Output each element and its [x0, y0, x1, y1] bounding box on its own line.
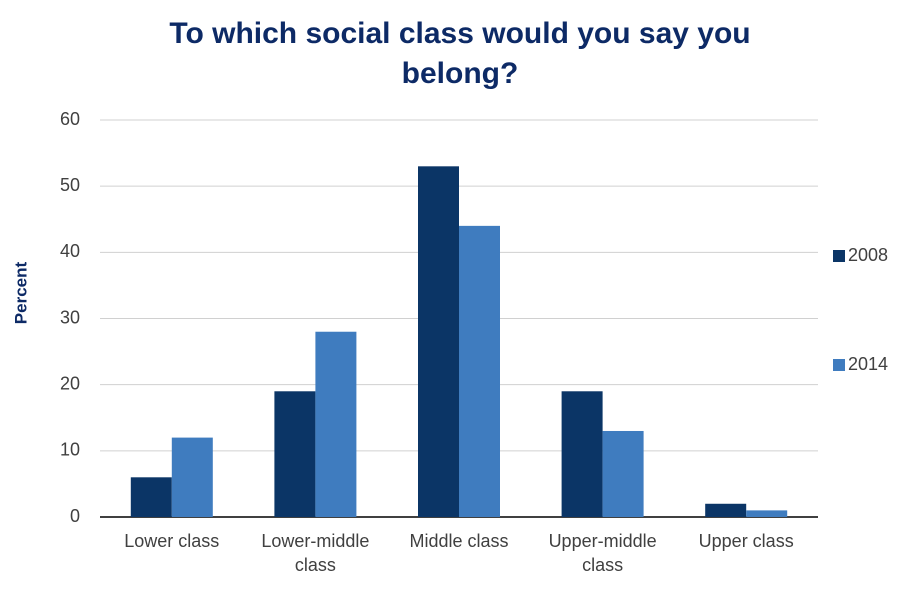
- y-tick-label: 0: [70, 506, 80, 526]
- y-axis-label: Percent: [11, 261, 30, 324]
- bar: [171, 437, 213, 517]
- chart-title: To which social class would you say you …: [169, 17, 751, 90]
- bar: [459, 225, 500, 517]
- y-tick-label: 60: [60, 109, 80, 129]
- y-tick-label: 20: [60, 373, 80, 393]
- legend-label: 2014: [848, 354, 888, 374]
- legend-label: 2008: [848, 245, 888, 265]
- x-tick-label: Upper class: [698, 531, 794, 551]
- bar: [602, 430, 644, 517]
- legend-swatch: [833, 359, 845, 371]
- x-tick-label: Lower class: [124, 531, 220, 551]
- y-tick-label: 30: [60, 307, 80, 327]
- bar: [705, 503, 747, 517]
- bar: [746, 510, 788, 517]
- y-tick-label: 40: [60, 241, 80, 261]
- bar: [418, 166, 459, 518]
- bar: [274, 391, 316, 517]
- bar: [561, 391, 603, 517]
- x-tick-label: Upper-middle class: [548, 531, 657, 575]
- y-tick-label: 50: [60, 175, 80, 195]
- bar: [315, 331, 357, 517]
- y-tick-label: 10: [60, 440, 80, 460]
- x-tick-label: Lower-middle class: [261, 531, 370, 575]
- legend-swatch: [833, 250, 845, 262]
- bar: [130, 477, 172, 517]
- x-tick-label: Middle class: [409, 531, 509, 551]
